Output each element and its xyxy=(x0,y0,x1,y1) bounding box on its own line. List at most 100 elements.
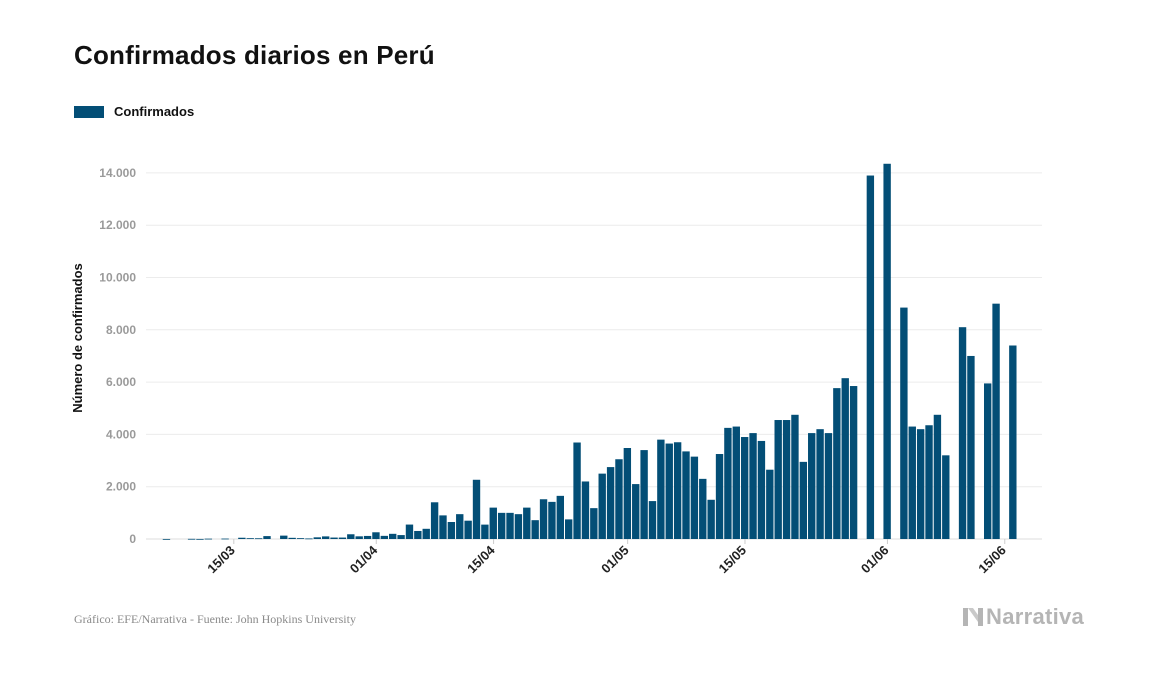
bar-2020-05-22 xyxy=(799,461,808,539)
bar-2020-04-02 xyxy=(380,535,389,539)
bar-2020-05-05 xyxy=(657,439,665,539)
bar-2020-05-17 xyxy=(757,440,766,539)
bar-2020-05-03 xyxy=(640,450,648,539)
bar-2020-04-30 xyxy=(615,459,623,539)
x-axis: 15/03 01/04 15/04 01/05 15/05 01/06 15/06 xyxy=(204,539,1009,576)
bar-2020-04-08 xyxy=(430,502,439,539)
bar-2020-05-27 xyxy=(841,378,849,539)
bar-2020-03-16 xyxy=(238,537,246,539)
x-tick-label: 01/06 xyxy=(858,543,892,577)
y-axis-label: Número de confirmados xyxy=(70,263,85,413)
x-tick-label: 15/04 xyxy=(464,542,498,576)
bar-2020-03-11 xyxy=(196,538,204,540)
bar-2020-05-25 xyxy=(824,433,833,539)
y-tick-label: 0 xyxy=(129,532,136,546)
bar-2020-03-12 xyxy=(204,538,213,540)
legend-label: Confirmados xyxy=(114,104,195,119)
bar-2020-04-12 xyxy=(464,520,472,539)
bar-2020-04-26 xyxy=(581,481,590,539)
bar-2020-03-07 xyxy=(162,538,171,540)
legend-swatch xyxy=(74,105,104,118)
bar-2020-03-26 xyxy=(321,536,330,539)
y-tick-label: 10.000 xyxy=(99,271,136,285)
bar-2020-04-16 xyxy=(497,512,506,539)
narrativa-logo-icon xyxy=(963,608,983,626)
bar-2020-03-30 xyxy=(355,536,363,539)
bar-2020-05-21 xyxy=(791,414,799,539)
y-tick-label: 6.000 xyxy=(106,375,136,389)
bar-2020-05-16 xyxy=(749,433,757,539)
bar-2020-05-12 xyxy=(715,454,724,539)
bar-2020-05-20 xyxy=(782,420,791,539)
chart-legend: Confirmados xyxy=(74,104,194,119)
bar-2020-04-25 xyxy=(573,442,581,539)
bar-2020-04-01 xyxy=(372,532,380,539)
bar-2020-05-02 xyxy=(632,484,640,539)
y-tick-label: 14.000 xyxy=(99,166,136,180)
bar-2020-03-25 xyxy=(313,537,321,539)
bar-2020-06-05 xyxy=(916,429,925,539)
y-tick-label: 12.000 xyxy=(99,218,136,232)
bar-2020-05-15 xyxy=(740,437,749,539)
grid-lines xyxy=(146,172,1042,540)
bar-2020-04-04 xyxy=(397,535,405,539)
bar-2020-06-11 xyxy=(967,355,975,539)
bar-2020-04-21 xyxy=(539,499,548,539)
bar-2020-05-28 xyxy=(849,386,858,539)
bar-2020-05-06 xyxy=(665,443,673,539)
brand-logo: Narrativa xyxy=(962,604,1084,630)
bar-2020-03-19 xyxy=(263,536,271,539)
bar-2020-04-22 xyxy=(548,501,556,539)
bar-2020-05-07 xyxy=(673,442,682,539)
bar-2020-06-06 xyxy=(925,425,933,539)
y-axis: 0 2.000 4.000 6.000 8.000 10.000 12.000 14.000 xyxy=(99,166,136,546)
bar-2020-03-10 xyxy=(187,538,196,540)
bar-2020-05-18 xyxy=(766,469,774,539)
bar-2020-06-16 xyxy=(1009,345,1017,539)
bar-2020-05-24 xyxy=(816,429,824,539)
bar-2020-05-10 xyxy=(699,478,707,539)
chart-title: Confirmados diarios en Perú xyxy=(74,40,435,70)
bar-2020-05-01 xyxy=(623,448,632,539)
bar-2020-06-03 xyxy=(900,307,908,539)
bar-2020-05-30 xyxy=(866,175,875,539)
bar-2020-04-05 xyxy=(405,524,414,539)
bar-2020-04-19 xyxy=(523,507,531,539)
bar-2020-04-18 xyxy=(514,514,523,539)
y-tick-label: 8.000 xyxy=(106,323,136,337)
bar-2020-06-07 xyxy=(933,414,942,539)
bar-2020-04-23 xyxy=(556,495,564,539)
bar-2020-06-14 xyxy=(992,303,1000,539)
y-tick-label: 4.000 xyxy=(106,427,136,441)
bar-2020-04-20 xyxy=(531,520,539,539)
bar-2020-03-17 xyxy=(246,538,254,539)
bar-2020-04-17 xyxy=(506,512,514,539)
bar-2020-06-08 xyxy=(942,455,950,539)
bar-2020-05-04 xyxy=(648,501,657,539)
footer-source: Gráfico: EFE/Narrativa - Fuente: John Ho… xyxy=(74,612,356,626)
bar-2020-05-26 xyxy=(833,388,841,539)
bar-2020-04-27 xyxy=(590,508,598,539)
bar-2020-04-09 xyxy=(439,515,447,539)
bar-2020-05-23 xyxy=(808,433,816,539)
bar-2020-06-04 xyxy=(908,426,916,539)
bar-2020-03-31 xyxy=(363,535,372,539)
bar-2020-05-14 xyxy=(732,426,740,539)
bar-2020-04-24 xyxy=(565,519,573,539)
bars xyxy=(162,163,1017,540)
bar-2020-03-23 xyxy=(296,538,305,539)
bar-2020-03-14 xyxy=(221,538,229,540)
x-tick-label: 15/05 xyxy=(715,543,749,577)
bar-2020-04-13 xyxy=(472,479,481,539)
bar-2020-04-07 xyxy=(422,528,430,539)
bar-2020-04-03 xyxy=(389,533,397,539)
bar-2020-03-29 xyxy=(347,534,355,539)
bar-2020-04-28 xyxy=(598,473,606,539)
x-tick-label: 15/06 xyxy=(975,543,1009,577)
bar-2020-03-27 xyxy=(330,537,338,539)
bar-2020-05-09 xyxy=(690,456,699,539)
bar-2020-06-13 xyxy=(984,383,992,539)
bar-2020-04-15 xyxy=(489,507,497,539)
bar-2020-05-11 xyxy=(707,499,715,539)
bar-2020-05-08 xyxy=(682,451,690,539)
